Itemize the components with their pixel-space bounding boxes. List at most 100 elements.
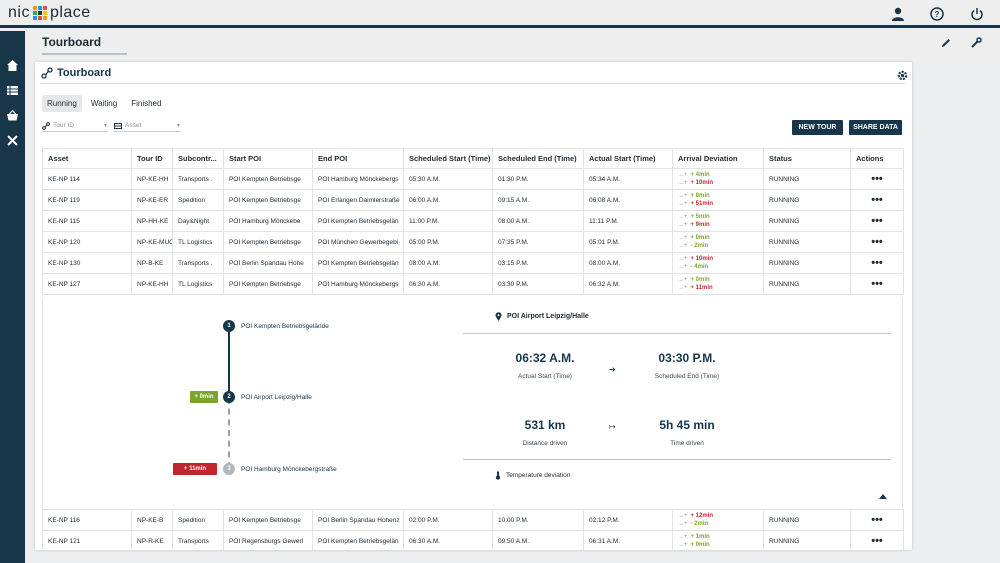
gear-icon[interactable] (897, 68, 908, 86)
column-header-tour-id[interactable]: Tour ID (131, 148, 173, 169)
table-row[interactable]: KE-NP 115 NP-HH-KE Day&Night POI Hamburg Mö… (42, 210, 904, 232)
tab-waiting[interactable]: Waiting (90, 99, 118, 108)
timeline-node[interactable]: 1 (223, 320, 235, 332)
deviation-line: →+ + 10min (678, 179, 763, 187)
deviation-line: →+ - 2min (678, 520, 763, 528)
cell-start-poi: POI Kempten Betriebsge (223, 273, 313, 295)
sidebar-item-tools[interactable] (0, 128, 25, 153)
new-tour-button[interactable]: NEW TOUR (792, 120, 843, 135)
timeline-line-pending (228, 398, 230, 468)
table-row[interactable]: KE-NP 127 NP-KE-HH TL Logistics POI Kempten… (42, 273, 904, 295)
collapse-icon[interactable] (879, 494, 887, 499)
cell-tour-id: NP-KE-HH (131, 273, 173, 295)
tools-icon (7, 135, 18, 146)
pencil-icon[interactable] (937, 34, 955, 52)
deviation-badge: + 11min (173, 463, 217, 475)
table-row[interactable]: KE-NP 121 NP-R-KE Transports POI Regensburg… (42, 530, 904, 552)
cell-end-poi: POI Kempten Betriebsgelän (312, 252, 404, 274)
status-tabs: Running Waiting Finished (42, 95, 166, 112)
cell-tour-id: NP-KE-MUC (131, 231, 173, 253)
column-header-end-poi[interactable]: End POI (312, 148, 404, 169)
asset-icon (114, 122, 122, 129)
logo-mark (32, 6, 47, 20)
timeline-node[interactable]: 2 (223, 391, 235, 403)
column-header-arrival-deviation[interactable]: Arrival Deviation (672, 148, 764, 169)
table-row[interactable]: KE-NP 130 NP-B-KE Transports . POI Berlin S… (42, 252, 904, 274)
share-data-button[interactable]: SHARE DATA (849, 120, 902, 135)
actions-icon[interactable]: ••• (850, 210, 904, 232)
cell-asset: KE-NP 119 (42, 189, 132, 211)
cell-subcontractor: TL Logistics (172, 231, 224, 253)
cell-scheduled-end: 03:30 P.M. (492, 273, 584, 295)
cell-end-poi: POI Hamburg Mönckebergs (312, 168, 404, 190)
cell-status: RUNNING (763, 530, 851, 552)
column-header-asset[interactable]: Asset (42, 148, 132, 169)
column-header-scheduled-start[interactable]: Scheduled Start (Time) (403, 148, 493, 169)
table-row[interactable]: KE-NP 116 NP-KE-B Spedition POI Kempten Bet… (42, 509, 904, 531)
column-header-status[interactable]: Status (763, 148, 851, 169)
power-icon[interactable] (967, 4, 987, 24)
deviation-value: + 8min (690, 193, 710, 199)
tab-running[interactable]: Running (42, 95, 82, 112)
actions-icon[interactable]: ••• (850, 231, 904, 253)
table-row[interactable]: KE-NP 119 NP-KE-ER Spedition POI Kempten Be… (42, 189, 904, 211)
deviation-line: →+ + 4min (678, 171, 763, 179)
deviation-line: →+ + 12min (678, 512, 763, 520)
deviation-line: →+ + 5min (678, 213, 763, 221)
actions-icon[interactable]: ••• (850, 509, 904, 531)
sidebar-item-basket[interactable] (0, 103, 25, 128)
deviation-arrow-icon: →+ (678, 222, 688, 228)
actions-icon[interactable]: ••• (850, 168, 904, 190)
distance-value: 531 km (524, 418, 566, 432)
deviation-line: →+ + 8min (678, 192, 763, 200)
svg-text:?: ? (935, 10, 940, 19)
arrival-deviation: →+ + 8min →+ + 51min (678, 192, 763, 208)
tour-id-filter[interactable]: Tour ID ▼ (42, 120, 108, 132)
actions-icon[interactable]: ••• (850, 530, 904, 552)
timeline-node[interactable]: 3 (223, 463, 235, 475)
table-row[interactable]: KE-NP 114 NP-KE-HH Transports . POI Kempten… (42, 168, 904, 190)
sidebar-item-list[interactable] (0, 78, 25, 103)
cell-actual-start: 08:00 A.M. (583, 252, 673, 274)
deviation-value: - 4min (690, 264, 709, 270)
deviation-value: + 9min (690, 222, 710, 228)
deviation-value: + 0min (690, 277, 710, 283)
cell-start-poi: POI Kempten Betriebsge (223, 231, 313, 253)
column-header-subcontractor[interactable]: Subcontr... (172, 148, 224, 169)
page-title: Tourboard (42, 35, 127, 55)
scheduled-end-value: 03:30 P.M. (658, 351, 716, 365)
logo-text-right: place (49, 4, 91, 21)
logo[interactable]: nic place (8, 4, 91, 22)
distance-label: Distance driven (522, 440, 568, 447)
deviation-line: →+ + 0min (678, 541, 763, 549)
actions-icon[interactable]: ••• (850, 252, 904, 274)
cell-actual-start: 06:08 A.M. (583, 189, 673, 211)
column-header-start-poi[interactable]: Start POI (223, 148, 313, 169)
cell-scheduled-start: 06:00 A.M. (403, 189, 493, 211)
arrival-deviation: →+ + 5min →+ + 9min (678, 213, 763, 229)
deviation-value: + 4min (690, 172, 710, 178)
wrench-icon[interactable] (967, 34, 985, 52)
cell-end-poi: POI Kempten Betriebsgelän (312, 530, 404, 552)
column-header-actual-start[interactable]: Actual Start (Time) (583, 148, 673, 169)
tab-finished[interactable]: Finished (131, 99, 162, 108)
column-header-scheduled-end[interactable]: Scheduled End (Time) (492, 148, 584, 169)
actions-icon[interactable]: ••• (850, 189, 904, 211)
table-row[interactable]: KE-NP 120 NP-KE-MUC TL Logistics POI Kempte… (42, 231, 904, 253)
asset-filter[interactable]: Asset ▼ (114, 120, 181, 132)
timeline-stop-label: POI Airport Leipzig/Halle (241, 394, 312, 401)
current-poi: POI Airport Leipzig/Halle (495, 312, 589, 321)
timeline-stop-label: POI Hamburg Mönckebergstraße (241, 466, 337, 473)
sidebar-item-home[interactable] (0, 53, 25, 78)
cell-scheduled-start: 11:00 P.M. (403, 210, 493, 232)
user-icon[interactable] (888, 4, 908, 24)
help-icon[interactable]: ? (927, 4, 947, 24)
cell-arrival-deviation: →+ + 0min →+ + 11min (672, 273, 764, 295)
chevron-down-icon: ▼ (103, 122, 108, 129)
cell-status: RUNNING (763, 509, 851, 531)
deviation-value: - 2min (690, 243, 709, 249)
deviation-line: →+ + 0min (678, 234, 763, 242)
tour-id-placeholder: Tour ID (53, 122, 74, 129)
deviation-line: →+ + 10min (678, 255, 763, 263)
actions-icon[interactable]: ••• (850, 273, 904, 295)
